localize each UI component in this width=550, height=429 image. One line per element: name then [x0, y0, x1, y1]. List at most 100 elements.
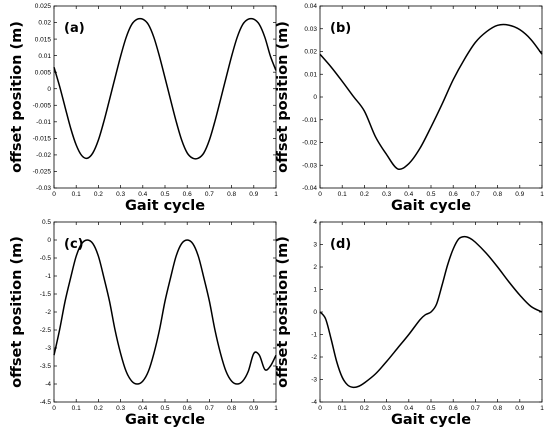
y-tick-label: -4.5	[40, 399, 52, 406]
y-tick-label: -0.03	[302, 162, 317, 169]
x-tick-label: 0.8	[227, 405, 236, 412]
x-tick-label: 0.6	[449, 191, 458, 198]
x-tick-label: 0.5	[426, 191, 435, 198]
y-tick-label: -0.015	[33, 136, 52, 143]
y-axis-label: offset position (m)	[9, 21, 25, 173]
x-tick-label: 0.8	[493, 405, 502, 412]
y-tick-label: -0.005	[33, 102, 52, 109]
x-tick-label: 0.6	[183, 405, 192, 412]
y-tick-label: 0	[47, 237, 51, 244]
x-tick-label: 0.2	[94, 191, 103, 198]
y-tick-label: -2	[311, 354, 317, 361]
x-tick-label: 0.3	[116, 191, 125, 198]
x-tick-label: 0.9	[249, 405, 258, 412]
x-tick-label: 0.9	[249, 191, 258, 198]
y-tick-label: -0.02	[36, 152, 51, 159]
y-tick-label: -1	[311, 332, 317, 339]
plot-frame	[53, 221, 277, 403]
panel-b: 0 0.1 0.2 0.3 0.4 0.5 0.6 0.7 0.8 0.9 1 -0.04 -0.03 -…	[275, 3, 544, 214]
x-tick-label: 0.2	[360, 405, 369, 412]
x-tick-label: 0.7	[471, 191, 480, 198]
x-tick-label: 0.2	[360, 191, 369, 198]
y-tick-label: 0.5	[42, 219, 51, 226]
y-tick-label: -4	[311, 399, 317, 406]
x-tick-label: 0	[318, 191, 322, 198]
y-tick-label: -3.5	[40, 363, 52, 370]
panel-d: 0 0.1 0.2 0.3 0.4 0.5 0.6 0.7 0.8 0.9 1 -4 -3 -2 -1 0 1 2…	[275, 219, 544, 428]
x-tick-label: 1	[540, 191, 544, 198]
x-tick-label: 0.3	[116, 405, 125, 412]
series-line	[319, 235, 543, 389]
y-tick-label: -0.01	[302, 117, 317, 124]
x-tick-label: 0.6	[183, 191, 192, 198]
x-axis-label: Gait cycle	[125, 412, 205, 428]
y-tick-label: -0.02	[302, 140, 317, 147]
x-tick-label: 0.8	[227, 191, 236, 198]
y-tick-label: 0	[313, 309, 317, 316]
y-tick-label: -0.03	[36, 185, 51, 192]
panel-label: (a)	[64, 21, 85, 36]
x-tick-label: 0.1	[338, 405, 347, 412]
x-tick-label: 0.7	[205, 405, 214, 412]
x-tick-label: 0	[318, 405, 322, 412]
y-tick-label: -2	[45, 309, 51, 316]
y-tick-label: 2	[313, 264, 317, 271]
y-tick-label: -0.025	[33, 169, 52, 176]
x-tick-label: 0	[52, 191, 56, 198]
y-axis-label: offset position (m)	[275, 21, 291, 173]
x-axis-label: Gait cycle	[391, 198, 471, 214]
y-tick-label: 0	[47, 86, 51, 93]
panel-c: 0 0.1 0.2 0.3 0.4 0.5 0.6 0.7 0.8 0.9 1 -4.5 -4 -3.5 -…	[9, 219, 278, 428]
x-tick-label: 0.3	[382, 405, 391, 412]
x-tick-label: 0.4	[138, 191, 147, 198]
x-tick-label: 0.5	[160, 191, 169, 198]
x-tick-label: 1	[274, 191, 278, 198]
y-tick-label: -3	[45, 345, 51, 352]
x-tick-label: 1	[540, 405, 544, 412]
y-tick-label: 0	[313, 94, 317, 101]
panel-label: (c)	[64, 237, 84, 252]
x-tick-label: 0.5	[160, 405, 169, 412]
x-tick-label: 0.4	[404, 191, 413, 198]
y-tick-label: 3	[313, 242, 317, 249]
x-tick-label: 1	[274, 405, 278, 412]
x-tick-label: 0.4	[404, 405, 413, 412]
panel-label: (d)	[330, 237, 351, 252]
plot-frame	[53, 5, 277, 189]
x-tick-label: 0.1	[338, 191, 347, 198]
x-tick-label: 0.2	[94, 405, 103, 412]
y-tick-label: 0.015	[35, 36, 52, 43]
y-tick-label: 1	[313, 287, 317, 294]
x-tick-label: 0.6	[449, 405, 458, 412]
y-tick-label: -2.5	[40, 327, 52, 334]
x-tick-label: 0.8	[493, 191, 502, 198]
y-tick-label: 4	[313, 219, 317, 226]
y-tick-label: -1	[45, 273, 51, 280]
x-tick-label: 0.1	[72, 191, 81, 198]
y-tick-label: -0.04	[302, 185, 317, 192]
x-axis-label: Gait cycle	[125, 198, 205, 214]
series-line	[319, 23, 543, 170]
y-tick-label: 0.025	[35, 3, 52, 10]
x-axis-label: Gait cycle	[391, 412, 471, 428]
y-axis-label: offset position (m)	[275, 236, 291, 388]
x-tick-label: 0.9	[515, 191, 524, 198]
panel-a: 0 0.1 0.2 0.3 0.4 0.5 0.6 0.7 0.8 0.9 1 -0.03 -0.025…	[9, 3, 278, 214]
x-tick-label: 0.7	[471, 405, 480, 412]
x-tick-label: 0.9	[515, 405, 524, 412]
y-tick-label: -4	[45, 381, 51, 388]
y-tick-label: 0.005	[35, 69, 52, 76]
x-tick-label: 0	[52, 405, 56, 412]
y-tick-label: -0.01	[36, 119, 51, 126]
y-axis-label: offset position (m)	[9, 236, 25, 388]
y-tick-label: 0.02	[38, 20, 51, 27]
y-tick-label: -1.5	[40, 291, 52, 298]
y-tick-label: -0.5	[40, 255, 52, 262]
y-tick-label: 0.03	[304, 26, 317, 33]
y-tick-label: -3	[311, 377, 317, 384]
y-tick-label: 0.01	[304, 71, 317, 78]
series-line	[53, 239, 277, 385]
x-tick-label: 0.1	[72, 405, 81, 412]
x-tick-label: 0.7	[205, 191, 214, 198]
